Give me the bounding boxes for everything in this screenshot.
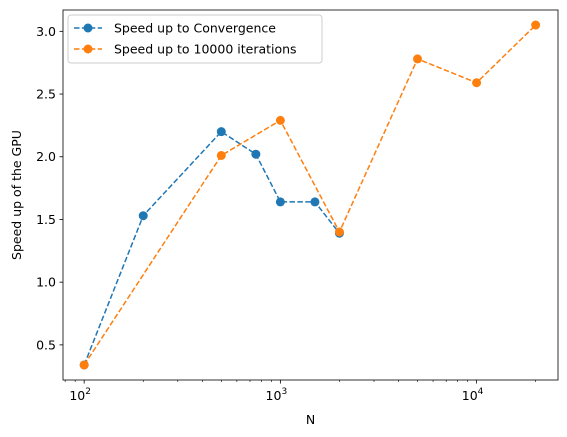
legend: Speed up to Convergence Speed up to 1000… [67,14,323,64]
data-point-series-1 [79,360,89,370]
data-point-series-0 [310,197,320,207]
plot-frame [62,9,559,381]
data-point-series-1 [413,54,423,64]
y-axis-label: Speed up of the GPU [9,130,24,260]
data-point-series-0 [138,211,148,221]
legend-box [67,14,323,64]
x-tick-base: 10 [462,388,478,403]
data-point-series-1 [275,115,285,125]
x-tick-label: 104 [462,387,484,403]
data-point-series-1 [531,20,541,30]
legend-label-iterations: Speed up to 10000 iterations [114,42,297,57]
y-axis-ticks: 0.5 1.0 1.5 2.0 2.5 3.0 [36,24,63,352]
x-tick-base: 10 [69,388,85,403]
data-point-series-1 [216,150,226,160]
y-tick-label: 2.0 [36,149,56,164]
x-tick-label: 103 [266,387,288,403]
x-tick-exponent: 4 [478,387,484,397]
data-point-series-0 [216,127,226,137]
y-tick-label: 0.5 [36,337,56,352]
x-axis-label: N [306,412,315,427]
y-tick-label: 1.5 [36,212,56,227]
data-point-series-0 [275,197,285,207]
data-point-series-1 [334,227,344,237]
x-tick-label: 102 [69,387,91,403]
data-point-series-1 [472,78,482,88]
legend-label-convergence: Speed up to Convergence [114,21,276,36]
x-axis-ticks: 102 103 104 [69,380,484,403]
data-point-series-0 [251,149,261,159]
x-tick-exponent: 3 [281,387,287,397]
x-tick-exponent: 2 [85,387,91,397]
legend-marker-iterations [83,44,93,54]
plot-area [63,10,558,380]
y-tick-label: 1.0 [36,275,56,290]
x-tick-base: 10 [266,388,282,403]
legend-marker-convergence [83,23,93,33]
y-tick-label: 2.5 [36,87,56,102]
series-layer [79,20,541,370]
y-tick-label: 3.0 [36,24,56,39]
